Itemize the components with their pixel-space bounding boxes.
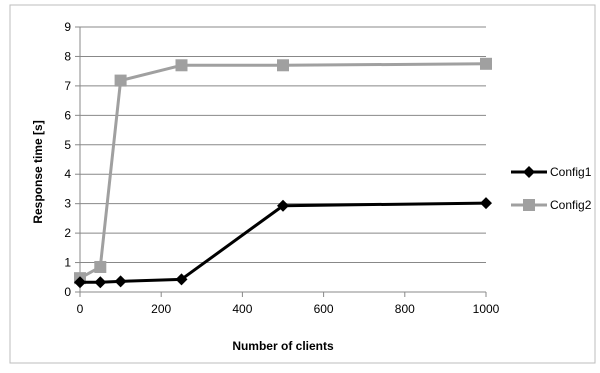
y-tick-label: 4 xyxy=(64,167,71,181)
x-tick-label: 400 xyxy=(232,302,252,316)
legend-item-config1: Config1 xyxy=(511,165,592,179)
data-point xyxy=(94,260,107,273)
x-tick-label: 600 xyxy=(314,302,334,316)
data-point xyxy=(74,276,86,289)
x-tick-label: 200 xyxy=(151,302,171,316)
grid xyxy=(80,26,486,264)
chart-border xyxy=(9,4,596,364)
y-tick-label: 7 xyxy=(64,79,71,93)
x-axis-ticks: 0 200 400 600 800 1000 xyxy=(77,292,500,316)
legend-item-config2: Config2 xyxy=(511,198,592,212)
data-point xyxy=(277,199,289,212)
y-tick-label: 1 xyxy=(64,256,71,270)
x-tick-label: 1000 xyxy=(473,302,500,316)
x-tick-label: 800 xyxy=(395,302,415,316)
legend-marker xyxy=(523,166,535,178)
data-point xyxy=(94,276,107,289)
y-tick-label: 5 xyxy=(64,138,71,152)
data-point xyxy=(114,275,127,288)
data-point xyxy=(480,197,492,210)
y-tick-label: 0 xyxy=(64,285,71,299)
y-axis-ticks: 0 1 2 3 4 5 6 7 8 9 xyxy=(64,20,80,299)
data-point xyxy=(175,59,188,72)
legend-marker xyxy=(523,199,535,211)
y-tick-label: 6 xyxy=(64,108,71,122)
series-config1 xyxy=(74,197,492,289)
data-point xyxy=(114,74,127,87)
y-axis-label: Response time [s] xyxy=(31,120,45,223)
x-tick-label: 0 xyxy=(77,302,84,316)
legend-label: Config2 xyxy=(550,198,592,212)
series-group xyxy=(74,57,492,289)
axes xyxy=(79,27,486,293)
legend-label: Config1 xyxy=(550,165,592,179)
data-point xyxy=(480,57,492,70)
y-tick-label: 9 xyxy=(64,20,71,34)
data-point xyxy=(175,273,188,286)
legend: Config1 Config2 xyxy=(511,165,592,212)
y-tick-label: 2 xyxy=(64,226,71,240)
y-tick-label: 8 xyxy=(64,49,71,63)
y-tick-label: 3 xyxy=(64,197,71,211)
data-point xyxy=(277,59,289,72)
x-axis-label: Number of clients xyxy=(232,339,334,353)
